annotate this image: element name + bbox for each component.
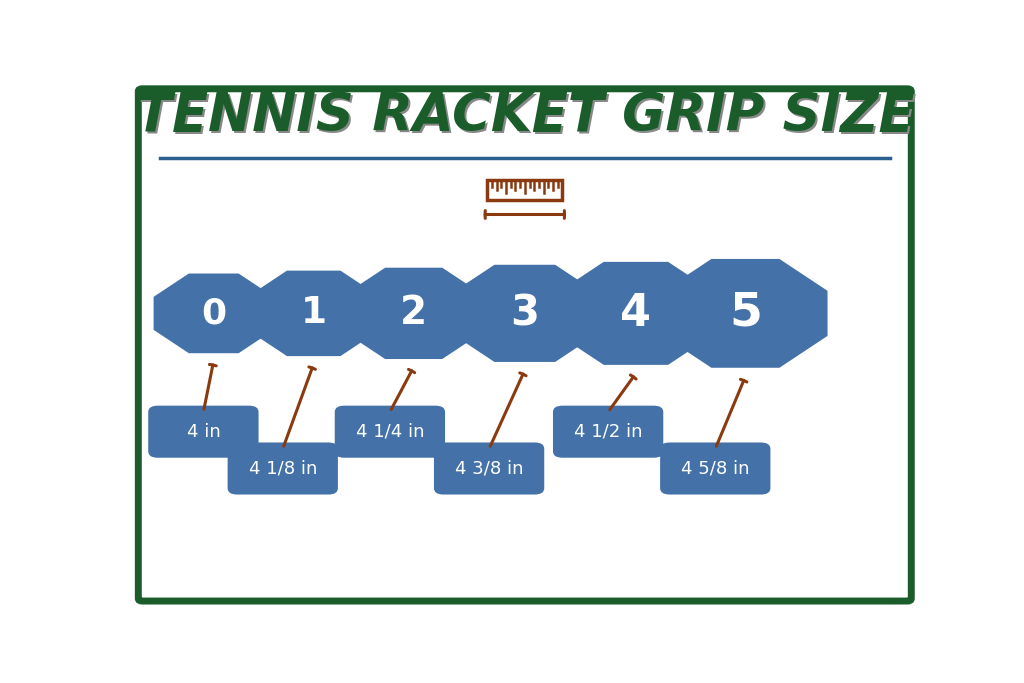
Polygon shape — [452, 265, 598, 362]
FancyBboxPatch shape — [434, 443, 544, 494]
Text: 4 1/8 in: 4 1/8 in — [249, 460, 317, 477]
Text: 3: 3 — [510, 292, 540, 335]
Text: 4: 4 — [621, 292, 651, 335]
Text: TENNIS RACKET GRIP SIZE: TENNIS RACKET GRIP SIZE — [135, 90, 914, 142]
Text: 4 in: 4 in — [186, 423, 220, 441]
FancyBboxPatch shape — [148, 406, 258, 458]
Text: 5: 5 — [729, 291, 762, 336]
Polygon shape — [558, 262, 714, 365]
Polygon shape — [664, 259, 827, 367]
Polygon shape — [249, 270, 378, 356]
FancyBboxPatch shape — [660, 443, 770, 494]
FancyBboxPatch shape — [138, 89, 911, 601]
Text: 4 5/8 in: 4 5/8 in — [681, 460, 750, 477]
Text: 4 3/8 in: 4 3/8 in — [455, 460, 523, 477]
Polygon shape — [345, 268, 482, 359]
FancyBboxPatch shape — [335, 406, 445, 458]
Text: 0: 0 — [201, 296, 226, 331]
FancyBboxPatch shape — [487, 180, 562, 199]
FancyBboxPatch shape — [227, 443, 338, 494]
FancyBboxPatch shape — [553, 406, 664, 458]
Text: 1: 1 — [301, 295, 327, 331]
Text: 4 1/4 in: 4 1/4 in — [355, 423, 424, 441]
Text: 2: 2 — [400, 294, 427, 333]
Polygon shape — [154, 273, 273, 353]
Text: 4 1/2 in: 4 1/2 in — [573, 423, 642, 441]
Text: TENNIS RACKET GRIP SIZE: TENNIS RACKET GRIP SIZE — [138, 92, 916, 143]
